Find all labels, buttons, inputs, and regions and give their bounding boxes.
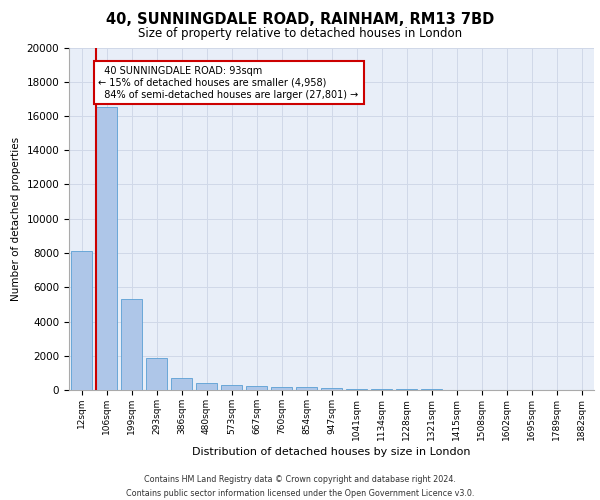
Text: Contains HM Land Registry data © Crown copyright and database right 2024.
Contai: Contains HM Land Registry data © Crown c… (126, 476, 474, 498)
Y-axis label: Number of detached properties: Number of detached properties (11, 136, 21, 301)
Text: 40, SUNNINGDALE ROAD, RAINHAM, RM13 7BD: 40, SUNNINGDALE ROAD, RAINHAM, RM13 7BD (106, 12, 494, 28)
Bar (221, 385, 242, 390)
Bar (146, 358, 167, 390)
Text: 40 SUNNINGDALE ROAD: 93sqm
← 15% of detached houses are smaller (4,958)
  84% of: 40 SUNNINGDALE ROAD: 93sqm ← 15% of deta… (98, 66, 359, 100)
Bar (171, 378, 192, 390)
Text: Size of property relative to detached houses in London: Size of property relative to detached ho… (138, 28, 462, 40)
Bar (196, 384, 217, 390)
Bar (121, 299, 142, 390)
Bar (371, 389, 392, 390)
Bar (96, 108, 117, 390)
Bar (296, 388, 317, 390)
Bar (321, 388, 342, 390)
Bar (71, 252, 92, 390)
X-axis label: Distribution of detached houses by size in London: Distribution of detached houses by size … (192, 446, 471, 456)
Bar (346, 389, 367, 390)
Bar (246, 386, 267, 390)
Bar (271, 386, 292, 390)
